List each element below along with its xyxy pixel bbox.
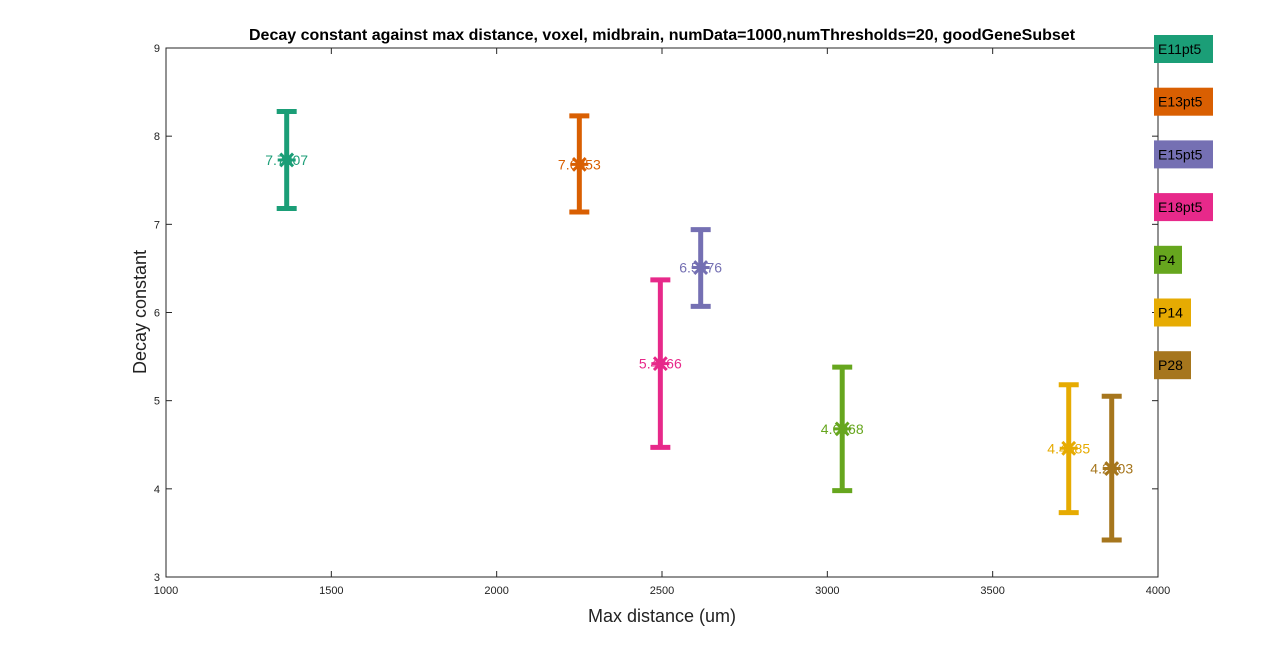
x-tick-label: 3000 (815, 585, 839, 597)
y-tick-label: 9 (154, 43, 160, 55)
data-point-marker (1059, 439, 1078, 458)
x-tick-label: 2000 (484, 585, 508, 597)
legend-item: P28 (1154, 351, 1191, 380)
legend-item: P4 (1154, 245, 1182, 274)
data-point-marker (833, 419, 852, 438)
legend-swatch (1154, 193, 1213, 222)
data-label: 4.6868 (821, 421, 864, 437)
legend-label: P14 (1158, 305, 1183, 321)
legend-label: P28 (1158, 357, 1183, 373)
legend-label: P4 (1158, 252, 1175, 268)
x-axis: 1000 1500 2000 2500 3000 3500 4000 (154, 48, 1170, 597)
x-tick-label: 1500 (319, 585, 343, 597)
legend-swatch (1154, 87, 1213, 116)
legend-label: E18pt5 (1158, 199, 1203, 215)
y-tick-label: 3 (154, 572, 160, 584)
data-point-marker (1102, 459, 1121, 478)
data-label: 4.2303 (1090, 461, 1133, 477)
legend: E11pt5 E13pt5 E15pt5 E18pt5 P4 P14 P28 (1154, 35, 1213, 380)
data-label: 7.7307 (265, 152, 308, 168)
y-tick-label: 7 (154, 219, 160, 231)
series-p14: 4.4585 (1047, 382, 1090, 516)
series-e13pt5: 7.6853 (558, 113, 601, 215)
legend-swatch (1154, 140, 1213, 169)
x-axis-title: Max distance (um) (588, 606, 736, 626)
legend-item: E15pt5 (1154, 140, 1213, 169)
y-axis: 3 4 5 6 7 8 9 (154, 43, 1158, 584)
series-e18pt5: 5.4266 (639, 277, 682, 450)
series-e15pt5: 6.5076 (679, 227, 722, 309)
legend-item: P14 (1154, 298, 1191, 327)
y-axis-title: Decay constant (130, 250, 150, 374)
x-tick-label: 1000 (154, 585, 178, 597)
legend-swatch (1154, 298, 1191, 327)
legend-item: E11pt5 (1154, 35, 1213, 63)
legend-swatch (1154, 245, 1182, 274)
legend-item: E13pt5 (1154, 87, 1213, 116)
data-point-marker (277, 150, 296, 169)
legend-label: E13pt5 (1158, 94, 1203, 110)
x-tick-label: 3500 (980, 585, 1004, 597)
data-label: 6.5076 (679, 260, 722, 276)
data-point-marker (570, 155, 589, 174)
y-tick-label: 6 (154, 308, 160, 320)
y-tick-label: 5 (154, 396, 160, 408)
data-label: 5.4266 (639, 356, 682, 372)
series-layer: 7.7307 7.6853 6.5076 5.4266 4.6868 4.45854.23… (265, 108, 1133, 543)
chart-title: Decay constant against max distance, vox… (249, 27, 1076, 44)
y-tick-label: 4 (154, 484, 160, 496)
series-e11pt5: 7.7307 (265, 108, 308, 211)
legend-swatch (1154, 35, 1213, 63)
x-tick-label: 4000 (1146, 585, 1170, 597)
legend-item: E18pt5 (1154, 193, 1213, 222)
data-label: 4.4585 (1047, 440, 1090, 456)
series-p28: 4.2303 (1090, 393, 1133, 543)
legend-swatch (1154, 351, 1191, 380)
data-point-marker (651, 354, 670, 373)
legend-label: E15pt5 (1158, 146, 1203, 162)
legend-label: E11pt5 (1158, 41, 1202, 57)
data-point-marker (691, 258, 710, 277)
y-tick-label: 8 (154, 131, 160, 143)
x-tick-label: 2500 (650, 585, 674, 597)
data-label: 7.6853 (558, 156, 601, 172)
series-p4: 4.6868 (821, 364, 864, 494)
